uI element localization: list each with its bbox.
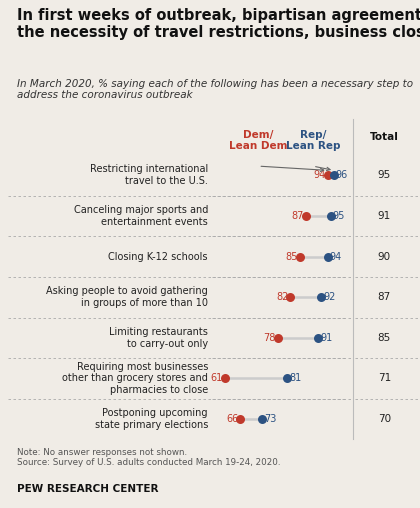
Point (237, 415, 244, 423)
Point (302, 212, 309, 220)
Point (315, 334, 322, 342)
Text: 81: 81 (289, 373, 301, 384)
Point (324, 252, 331, 261)
Text: Asking people to avoid gathering
in groups of more than 10: Asking people to avoid gathering in grou… (46, 287, 208, 308)
Text: PEW RESEARCH CENTER: PEW RESEARCH CENTER (17, 484, 158, 494)
Text: Requiring most businesses
other than grocery stores and
pharmacies to close: Requiring most businesses other than gro… (62, 362, 208, 395)
Text: 78: 78 (263, 333, 276, 343)
Text: Total: Total (370, 132, 399, 142)
Text: 95: 95 (378, 170, 391, 180)
Text: 91: 91 (378, 211, 391, 221)
Text: Closing K-12 schools: Closing K-12 schools (108, 251, 208, 262)
Text: Rep/
Lean Rep: Rep/ Lean Rep (286, 130, 340, 151)
Text: 94: 94 (314, 170, 326, 180)
Text: Restricting international
travel to the U.S.: Restricting international travel to the … (89, 165, 208, 186)
Text: 96: 96 (336, 170, 348, 180)
Text: 94: 94 (330, 251, 342, 262)
Text: 70: 70 (378, 414, 391, 424)
Point (318, 293, 325, 301)
Point (328, 212, 334, 220)
Point (221, 374, 228, 383)
Text: In first weeks of outbreak, bipartisan agreement on
the necessity of travel rest: In first weeks of outbreak, bipartisan a… (17, 8, 420, 40)
Text: Note: No answer responses not shown.
Source: Survey of U.S. adults conducted Mar: Note: No answer responses not shown. Sou… (17, 448, 280, 467)
Point (274, 334, 281, 342)
Text: 87: 87 (378, 292, 391, 302)
Text: 71: 71 (378, 373, 391, 384)
Text: 87: 87 (291, 211, 304, 221)
Text: 90: 90 (378, 251, 391, 262)
Text: 91: 91 (320, 333, 333, 343)
Text: 66: 66 (226, 414, 239, 424)
Point (296, 252, 303, 261)
Text: 92: 92 (323, 292, 336, 302)
Point (331, 171, 337, 179)
Text: 73: 73 (264, 414, 276, 424)
Text: In March 2020, % saying each of the following has been a necessary step to
addre: In March 2020, % saying each of the foll… (17, 79, 413, 101)
Text: 61: 61 (210, 373, 223, 384)
Text: Dem/
Lean Dem: Dem/ Lean Dem (229, 130, 288, 151)
Text: Postponing upcoming
state primary elections: Postponing upcoming state primary electi… (94, 408, 208, 430)
Point (259, 415, 265, 423)
Text: 85: 85 (285, 251, 298, 262)
Point (287, 293, 294, 301)
Text: Canceling major sports and
entertainment events: Canceling major sports and entertainment… (74, 205, 208, 227)
Text: 95: 95 (333, 211, 345, 221)
Text: 85: 85 (378, 333, 391, 343)
Text: 82: 82 (276, 292, 289, 302)
Text: Limiting restaurants
to carry-out only: Limiting restaurants to carry-out only (109, 327, 208, 348)
Point (324, 171, 331, 179)
Point (284, 374, 291, 383)
